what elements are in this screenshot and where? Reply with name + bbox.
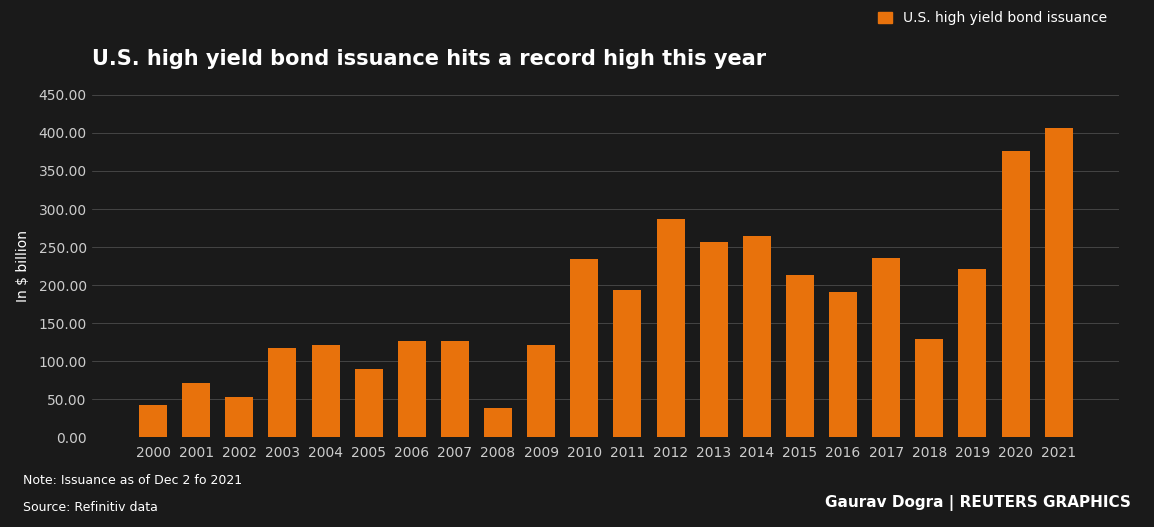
Bar: [699, 242, 728, 437]
Bar: [138, 405, 167, 437]
Bar: [312, 345, 339, 437]
Text: U.S. high yield bond issuance hits a record high this year: U.S. high yield bond issuance hits a rec…: [92, 48, 766, 69]
Bar: [398, 341, 426, 437]
Bar: [1002, 151, 1029, 437]
Bar: [441, 341, 469, 437]
Bar: [614, 290, 642, 437]
Bar: [484, 408, 512, 437]
Bar: [872, 258, 900, 437]
Y-axis label: In $ billion: In $ billion: [16, 230, 30, 302]
Bar: [269, 348, 297, 437]
Text: Note: Issuance as of Dec 2 fo 2021: Note: Issuance as of Dec 2 fo 2021: [23, 474, 242, 487]
Bar: [354, 369, 383, 437]
Text: Gaurav Dogra | REUTERS GRAPHICS: Gaurav Dogra | REUTERS GRAPHICS: [825, 495, 1131, 511]
Bar: [829, 292, 857, 437]
Bar: [743, 236, 771, 437]
Bar: [225, 397, 253, 437]
Bar: [915, 339, 943, 437]
Bar: [570, 259, 598, 437]
Bar: [786, 275, 814, 437]
Bar: [527, 345, 555, 437]
Bar: [959, 269, 987, 437]
Bar: [657, 219, 684, 437]
Text: Source: Refinitiv data: Source: Refinitiv data: [23, 501, 158, 514]
Legend: U.S. high yield bond issuance: U.S. high yield bond issuance: [872, 6, 1112, 31]
Bar: [1044, 128, 1073, 437]
Bar: [182, 383, 210, 437]
